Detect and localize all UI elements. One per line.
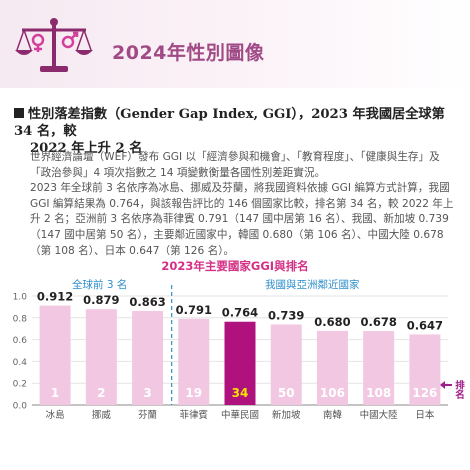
bar-rank-label: 2 [97, 386, 105, 400]
section-heading: 性別落差指數（Gender Gap Index, GGI），2023 年我國居全… [14, 106, 459, 157]
x-category-label: 日本 [415, 409, 435, 421]
rank-legend: 排名 [440, 380, 464, 402]
x-category-label: 挪威 [92, 409, 112, 421]
x-category-label: 南韓 [323, 409, 343, 421]
bar-rank-label: 106 [320, 386, 345, 400]
bar-value-label: 0.863 [129, 295, 165, 309]
bar [39, 305, 71, 405]
x-category-label: 中華民國 [221, 409, 259, 421]
bar [409, 334, 441, 405]
bar [224, 321, 256, 405]
gender-scale-icon [15, 18, 93, 72]
bar-rank-label: 3 [143, 386, 151, 400]
x-category-label: 芬蘭 [138, 409, 157, 421]
bar-value-label: 0.647 [407, 318, 443, 332]
bar [363, 331, 395, 405]
y-tick-label: 0.2 [13, 380, 27, 390]
chart-title: 2023年主要國家GGI與排名 [161, 259, 309, 273]
bar-value-label: 0.678 [360, 315, 396, 329]
body-paragraph-1: 世界經濟論壇（WEF）發布 GGI 以「經濟參與和機會」、「教育程度」、「健康與… [30, 151, 440, 179]
bar-value-label: 0.764 [222, 306, 258, 320]
heading-line-2: 2022 年上升 2 名 [30, 141, 143, 156]
x-category-label: 新加坡 [272, 409, 301, 421]
bar-value-label: 0.791 [176, 303, 212, 317]
bar-rank-label: 108 [366, 386, 391, 400]
bar-rank-label: 34 [232, 386, 249, 400]
header-banner: 2024年性別圖像 [0, 0, 470, 88]
banner-title: 2024年性別圖像 [112, 42, 265, 64]
x-category-label: 冰島 [46, 409, 65, 421]
bar [270, 324, 302, 405]
x-category-label: 中國大陸 [360, 409, 399, 421]
y-tick-label: 0.0 [13, 402, 28, 412]
body-text: 世界經濟論壇（WEF）發布 GGI 以「經濟參與和機會」、「教育程度」、「健康與… [30, 150, 460, 259]
bar [85, 309, 117, 405]
y-tick-label: 0.6 [13, 336, 28, 346]
group-label-top3: 全球前 3 名 [72, 279, 128, 291]
bar-value-label: 0.912 [37, 290, 73, 304]
bar [178, 318, 210, 405]
y-tick-label: 1.0 [13, 293, 28, 303]
bar-value-label: 0.739 [268, 308, 304, 322]
group-label-asia: 我國與亞洲鄰近國家 [265, 279, 360, 291]
bullet-square-icon [14, 108, 24, 118]
heading-line-1: 性別落差指數（Gender Gap Index, GGI），2023 年我國居全… [14, 107, 445, 139]
y-tick-label: 0.4 [13, 358, 28, 368]
x-category-label: 菲律賓 [180, 409, 209, 421]
bar-value-label: 0.879 [83, 293, 119, 307]
bar-rank-label: 126 [412, 386, 437, 400]
body-paragraph-2: 2023 年全球前 3 名依序為冰島、挪威及芬蘭，將我國資料依據 GGI 編算方… [30, 182, 454, 257]
bar-rank-label: 19 [185, 386, 202, 400]
bar-rank-label: 50 [278, 386, 295, 400]
rank-legend-label: 排名 [453, 380, 464, 399]
y-tick-label: 0.8 [13, 314, 28, 324]
bar [316, 330, 348, 405]
bar [132, 310, 164, 405]
bar-rank-label: 1 [51, 386, 59, 400]
bar-value-label: 0.680 [314, 315, 350, 329]
